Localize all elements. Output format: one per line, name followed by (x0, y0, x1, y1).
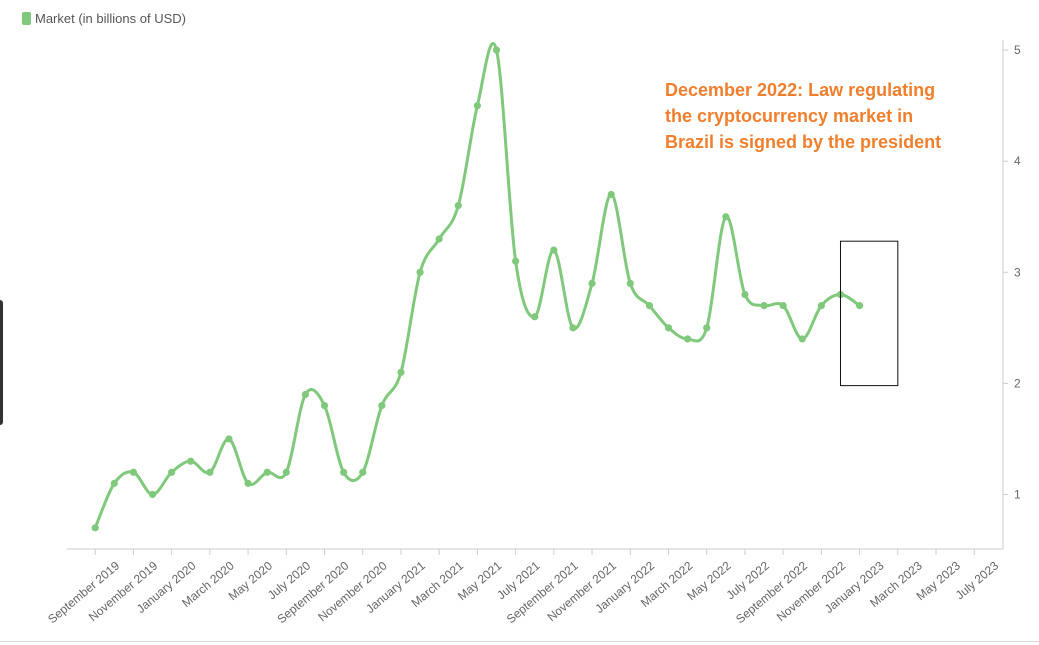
data-point (359, 468, 367, 476)
data-point (225, 435, 233, 443)
bottom-border (0, 641, 1039, 642)
data-point (129, 468, 138, 476)
data-point (282, 468, 290, 476)
data-point (148, 490, 157, 499)
data-point (626, 279, 634, 288)
data-point (492, 46, 501, 54)
data-point (435, 235, 443, 243)
series-line (93, 41, 862, 530)
data-point (645, 302, 653, 310)
legend[interactable]: Market (in billions of USD) (22, 11, 186, 26)
data-point (550, 246, 558, 254)
data-point (263, 468, 271, 476)
data-point (378, 402, 386, 410)
annotation-text: December 2022: Law regulating the crypto… (665, 80, 942, 152)
data-point (798, 335, 806, 343)
legend-swatch (22, 12, 31, 25)
left-edge-handle (0, 300, 3, 425)
data-point (473, 102, 481, 110)
data-point (760, 302, 768, 310)
data-point (531, 313, 539, 321)
data-point (779, 302, 787, 310)
data-point (110, 479, 118, 487)
y-tick-label: 2 (1014, 376, 1021, 390)
data-point (244, 479, 252, 487)
data-point (856, 302, 864, 310)
x-tick-label: July 2023 (953, 558, 1002, 602)
data-point (187, 457, 195, 465)
data-point (512, 257, 520, 265)
data-point (569, 324, 577, 332)
data-point (416, 268, 424, 276)
data-point (664, 324, 673, 332)
data-point (703, 324, 711, 332)
data-point (607, 190, 615, 199)
data-point (168, 468, 176, 476)
y-tick-label: 1 (1014, 488, 1021, 502)
data-point (684, 335, 692, 343)
data-point (588, 279, 596, 288)
y-tick-label: 4 (1014, 154, 1021, 168)
y-tick-label: 5 (1014, 43, 1021, 57)
data-point (340, 468, 348, 476)
legend-label: Market (in billions of USD) (35, 11, 186, 26)
y-tick-label: 3 (1014, 265, 1021, 279)
data-point (454, 202, 462, 210)
data-point (817, 302, 825, 310)
data-point (206, 468, 214, 476)
data-point (91, 524, 99, 532)
data-point (741, 290, 749, 299)
data-point (320, 402, 329, 410)
data-point (397, 368, 405, 376)
data-point (301, 390, 310, 399)
highlight-box (839, 240, 899, 387)
data-point (722, 213, 730, 221)
